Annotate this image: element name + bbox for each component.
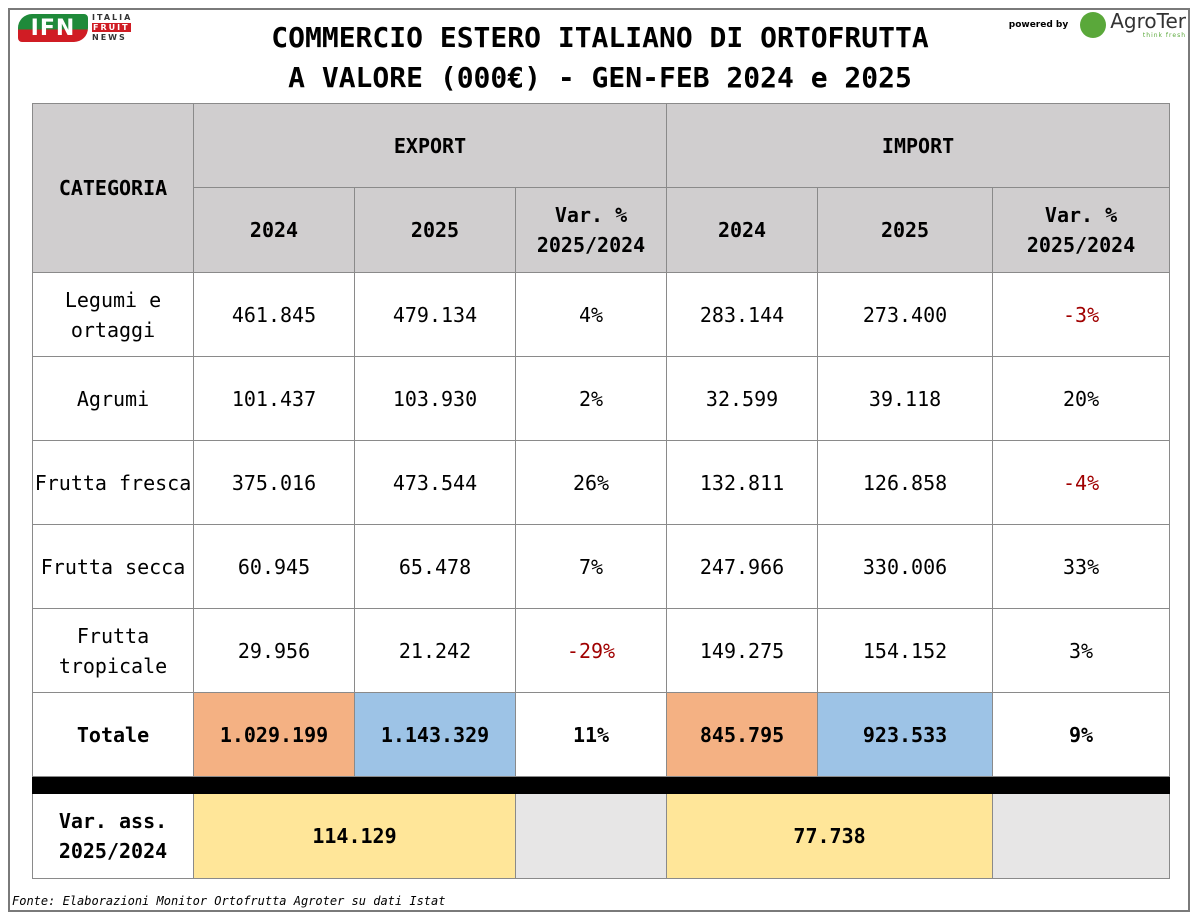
- total-cell: 9%: [992, 692, 1171, 777]
- import-header: IMPORT: [666, 103, 1171, 188]
- category-header: CATEGORIA: [32, 103, 194, 273]
- value-cell: 60.945: [193, 524, 355, 609]
- table-row: Frutta tropicale 29.956 21.242 -29% 149.275 1…: [32, 608, 1171, 693]
- value-cell: 4%: [514, 272, 668, 357]
- value-cell: 2%: [514, 356, 668, 441]
- value-cell: 461.845: [193, 272, 355, 357]
- page-title: COMMERCIO ESTERO ITALIANO DI ORTOFRUTTA A…: [200, 18, 1000, 98]
- value-cell: 103.930: [354, 356, 516, 441]
- abs-var-label: Var. ass. 2025/2024: [32, 793, 194, 879]
- category-cell: Frutta fresca: [32, 440, 194, 525]
- value-cell: -4%: [992, 440, 1171, 525]
- value-cell: -29%: [514, 608, 668, 693]
- abs-var-export: 114.129: [193, 793, 516, 879]
- separator: [31, 776, 1171, 794]
- export-header: EXPORT: [192, 103, 668, 188]
- ifn-line2: FRUIT: [92, 23, 131, 32]
- sub-header: Var. % 2025/2024: [514, 187, 668, 273]
- category-cell: Frutta secca: [32, 524, 194, 609]
- sub-header: 2025: [817, 187, 994, 273]
- sub-header: Var. % 2025/2024: [992, 187, 1171, 273]
- sub-header: 2025: [354, 187, 516, 273]
- value-cell: 126.858: [817, 440, 994, 525]
- ifn-logo-mark: IFN: [18, 14, 88, 42]
- value-cell: 33%: [992, 524, 1171, 609]
- value-cell: 3%: [992, 608, 1171, 693]
- table-row: Frutta secca 60.945 65.478 7% 247.966 330.006…: [32, 524, 1171, 609]
- ifn-logo: IFN ITALIA FRUIT NEWS: [18, 13, 132, 43]
- agroter-logo: powered by AgroTer think fresh: [1009, 10, 1186, 39]
- frame-border: [8, 8, 1190, 912]
- value-cell: -3%: [992, 272, 1171, 357]
- total-cell: 923.533: [817, 692, 994, 777]
- value-cell: 101.437: [193, 356, 355, 441]
- value-cell: 29.956: [193, 608, 355, 693]
- tree-icon: [1080, 11, 1107, 38]
- title-line2: A VALORE (000€) - GEN-FEB 2024 e 2025: [288, 61, 912, 94]
- source-footer: Fonte: Elaborazioni Monitor Ortofrutta A…: [12, 894, 446, 908]
- ifn-line3: NEWS: [92, 33, 127, 42]
- total-label: Totale: [32, 692, 194, 777]
- value-cell: 479.134: [354, 272, 516, 357]
- title-line1: COMMERCIO ESTERO ITALIANO DI ORTOFRUTTA: [271, 21, 929, 54]
- value-cell: 32.599: [666, 356, 819, 441]
- value-cell: 132.811: [666, 440, 819, 525]
- empty-cell: [514, 793, 668, 879]
- value-cell: 375.016: [193, 440, 355, 525]
- value-cell: 26%: [514, 440, 668, 525]
- trade-table: CATEGORIA EXPORT IMPORT 2024 2025 Var. % 2…: [31, 103, 1171, 879]
- value-cell: 283.144: [666, 272, 819, 357]
- total-cell: 1.143.329: [354, 692, 516, 777]
- total-cell: 11%: [514, 692, 668, 777]
- category-cell: Frutta tropicale: [32, 608, 194, 693]
- total-row: Totale 1.029.199 1.143.329 11% 845.795 923.53…: [32, 692, 1171, 777]
- sub-header: 2024: [193, 187, 355, 273]
- category-cell: Agrumi: [32, 356, 194, 441]
- table-row: Frutta fresca 375.016 473.544 26% 132.811 126…: [32, 440, 1171, 525]
- value-cell: 473.544: [354, 440, 516, 525]
- value-cell: 247.966: [666, 524, 819, 609]
- category-cell: Legumi e ortaggi: [32, 272, 194, 357]
- empty-cell: [992, 793, 1171, 879]
- abs-var-import: 77.738: [666, 793, 994, 879]
- ifn-line1: ITALIA: [92, 13, 133, 22]
- abs-var-row: Var. ass. 2025/2024 114.129 77.738: [32, 793, 1171, 879]
- value-cell: 65.478: [354, 524, 516, 609]
- agroter-brand: AgroTer: [1110, 9, 1186, 33]
- value-cell: 273.400: [817, 272, 994, 357]
- value-cell: 154.152: [817, 608, 994, 693]
- agroter-tagline: think fresh: [1142, 32, 1186, 39]
- total-cell: 1.029.199: [193, 692, 355, 777]
- value-cell: 39.118: [817, 356, 994, 441]
- value-cell: 21.242: [354, 608, 516, 693]
- total-cell: 845.795: [666, 692, 819, 777]
- sub-header: 2024: [666, 187, 819, 273]
- table-row: Legumi e ortaggi 461.845 479.134 4% 283.144 2…: [32, 272, 1171, 357]
- value-cell: 330.006: [817, 524, 994, 609]
- value-cell: 20%: [992, 356, 1171, 441]
- separator-bar: [31, 776, 1171, 794]
- powered-by: powered by: [1008, 19, 1069, 30]
- value-cell: 149.275: [666, 608, 819, 693]
- value-cell: 7%: [514, 524, 668, 609]
- table-row: Agrumi 101.437 103.930 2% 32.599 39.118 20%: [32, 356, 1171, 441]
